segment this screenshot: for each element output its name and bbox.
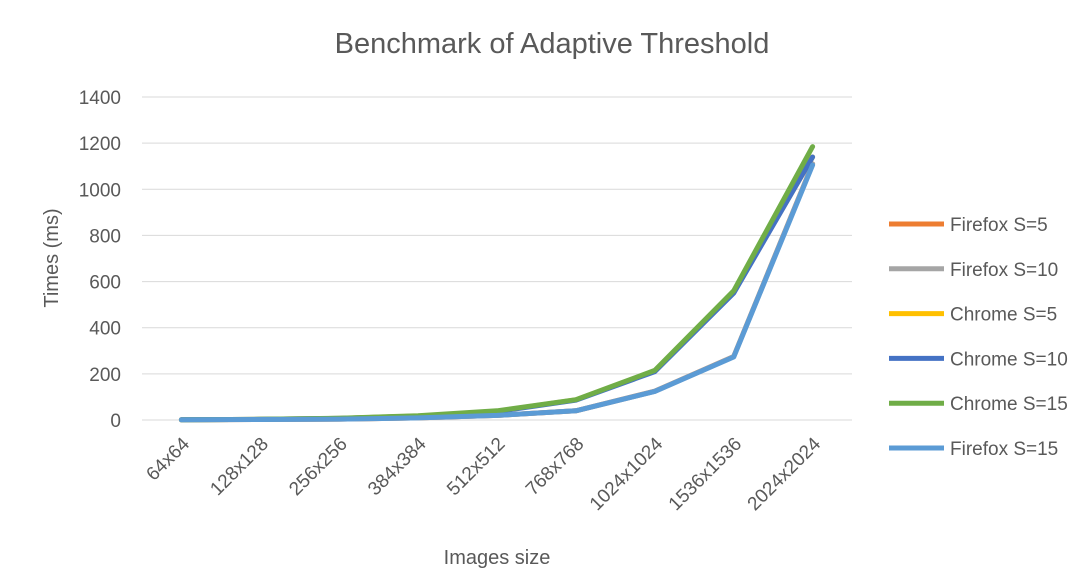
legend: Firefox S=5 Firefox S=10 Chrome S=5 Chrome … — [889, 215, 1068, 460]
x-tick-label: 512x512 — [443, 434, 509, 500]
x-tick-label: 256x256 — [285, 434, 351, 500]
x-axis-ticks: 64x64 128x128 256x256 384x384 512x512 768x768… — [143, 433, 826, 515]
gridlines — [142, 96, 852, 421]
x-tick-label: 1024x1024 — [586, 433, 668, 515]
legend-label: Firefox S=10 — [950, 260, 1058, 281]
y-tick-label: 1000 — [79, 180, 121, 201]
series-line-2 — [178, 154, 816, 423]
y-tick-label: 600 — [89, 273, 121, 294]
legend-label: Chrome S=15 — [950, 394, 1068, 415]
legend-label: Chrome S=10 — [950, 349, 1068, 370]
x-tick-label: 2024x2024 — [744, 433, 826, 515]
series-lines — [178, 144, 816, 423]
y-tick-label: 400 — [89, 319, 121, 340]
series-line-1 — [178, 161, 816, 423]
y-tick-label: 1400 — [79, 88, 121, 109]
y-axis-label: Times (ms) — [41, 208, 63, 307]
series-line-4 — [178, 144, 816, 423]
y-tick-label: 800 — [89, 226, 121, 247]
series-line-0 — [178, 161, 816, 423]
y-tick-label: 200 — [89, 365, 121, 386]
legend-label: Firefox S=15 — [950, 439, 1058, 460]
chart-title: Benchmark of Adaptive Threshold — [335, 28, 770, 60]
x-tick-label: 384x384 — [364, 433, 431, 500]
series-line-3 — [178, 154, 816, 423]
legend-label: Firefox S=5 — [950, 215, 1048, 236]
x-axis-label: Images size — [444, 547, 551, 569]
y-tick-label: 0 — [110, 411, 121, 432]
x-tick-label: 768x768 — [522, 434, 588, 500]
x-tick-label: 64x64 — [143, 433, 195, 485]
series-line-5 — [178, 162, 816, 423]
legend-label: Chrome S=5 — [950, 305, 1057, 326]
y-tick-label: 1200 — [79, 134, 121, 155]
x-tick-label: 1536x1536 — [665, 434, 746, 515]
y-axis-ticks: 0 200 400 600 800 1000 1200 1400 — [79, 88, 121, 432]
x-tick-label: 128x128 — [206, 434, 272, 500]
